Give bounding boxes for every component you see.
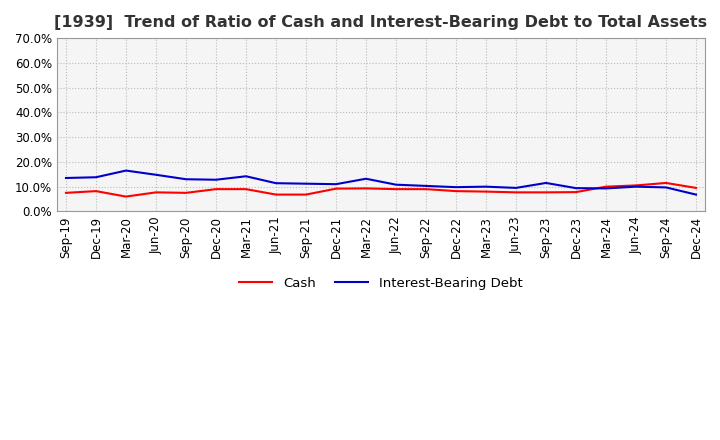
Cash [181,190,190,195]
Cash [541,190,550,195]
Interest-Bearing Debt [242,174,251,179]
Interest-Bearing Debt [451,184,460,190]
Interest-Bearing Debt [572,186,580,191]
Cash [631,183,640,188]
Cash [212,187,220,192]
Interest-Bearing Debt [392,182,400,187]
Cash [422,187,431,192]
Interest-Bearing Debt [361,176,370,181]
Cash [302,192,310,197]
Interest-Bearing Debt [692,192,701,197]
Interest-Bearing Debt [631,184,640,189]
Interest-Bearing Debt [422,183,431,189]
Cash [122,194,130,199]
Interest-Bearing Debt [482,184,490,189]
Interest-Bearing Debt [152,172,161,177]
Cash [332,186,341,191]
Cash [512,190,521,195]
Cash [242,187,251,192]
Cash [361,186,370,191]
Line: Cash: Cash [66,183,696,197]
Cash [662,180,670,186]
Cash [692,185,701,191]
Interest-Bearing Debt [62,176,71,181]
Line: Interest-Bearing Debt: Interest-Bearing Debt [66,171,696,194]
Cash [91,188,100,194]
Interest-Bearing Debt [91,175,100,180]
Interest-Bearing Debt [271,180,280,186]
Interest-Bearing Debt [302,181,310,186]
Interest-Bearing Debt [122,168,130,173]
Cash [451,188,460,194]
Cash [602,184,611,189]
Interest-Bearing Debt [332,182,341,187]
Interest-Bearing Debt [602,186,611,191]
Interest-Bearing Debt [181,176,190,182]
Interest-Bearing Debt [541,180,550,186]
Cash [152,190,161,195]
Title: [1939]  Trend of Ratio of Cash and Interest-Bearing Debt to Total Assets: [1939] Trend of Ratio of Cash and Intere… [55,15,708,30]
Legend: Cash, Interest-Bearing Debt: Cash, Interest-Bearing Debt [234,271,528,295]
Interest-Bearing Debt [662,185,670,190]
Cash [271,192,280,197]
Cash [62,190,71,195]
Interest-Bearing Debt [212,177,220,182]
Cash [392,187,400,192]
Cash [482,189,490,194]
Cash [572,190,580,195]
Interest-Bearing Debt [512,185,521,191]
